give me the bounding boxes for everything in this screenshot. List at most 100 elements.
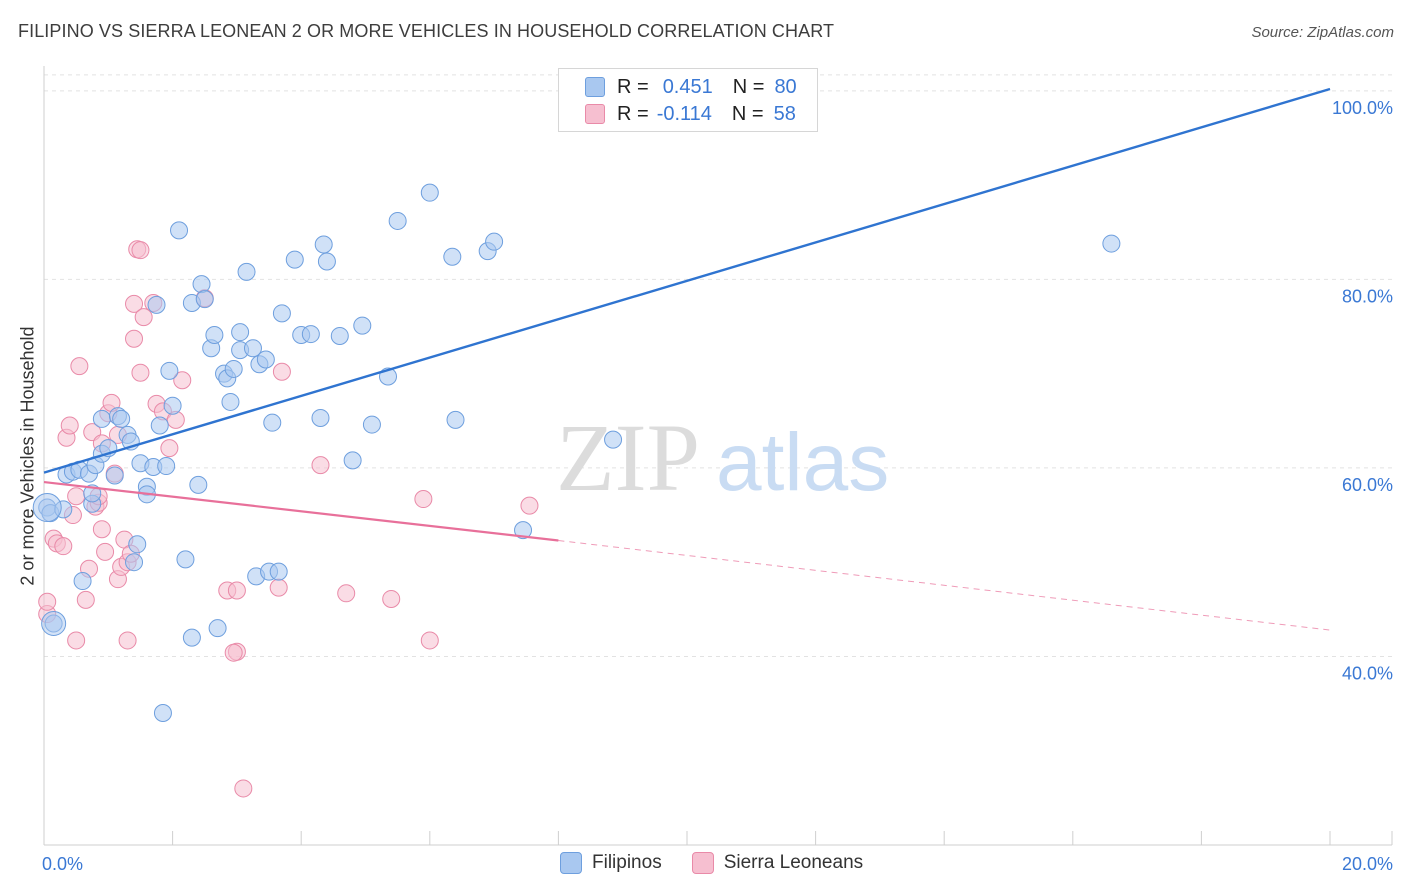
blue-swatch <box>560 852 582 874</box>
sierra-point <box>60 416 79 435</box>
sierra-point <box>272 362 291 381</box>
filipino-point <box>125 553 144 572</box>
legend-item-filipinos[interactable]: Filipinos <box>560 852 662 874</box>
legend-row-filipinos: R = 0.451 N = 80 <box>585 74 797 100</box>
filipino-point <box>317 252 336 271</box>
filipino-point <box>160 361 179 380</box>
sierra-point <box>311 456 330 475</box>
blue-swatch <box>585 77 605 97</box>
source-credit: Source: ZipAtlas.com <box>1251 24 1394 41</box>
filipino-point <box>205 326 224 345</box>
filipino-point <box>150 416 169 435</box>
r-label: R = <box>617 75 649 98</box>
sierra-point <box>92 520 111 539</box>
filipino-points <box>32 183 1121 723</box>
sierra-trend-line <box>43 480 559 542</box>
sierra-point <box>420 631 439 650</box>
sierra-point <box>38 592 57 611</box>
filipino-point <box>314 235 333 254</box>
filipino-cluster-point <box>41 610 67 636</box>
sierra-point <box>234 779 253 798</box>
filipino-point <box>485 232 504 251</box>
filipino-point <box>231 323 250 342</box>
sierra-point <box>160 439 179 458</box>
grid-lines <box>44 74 1392 657</box>
n-label: N = <box>732 75 765 98</box>
filipino-point <box>256 350 275 369</box>
filipino-point <box>153 704 172 723</box>
filipino-point <box>170 221 189 240</box>
watermark-zip: ZIP <box>556 404 700 511</box>
filipino-point <box>73 572 92 591</box>
y-tick-label: 80.0% <box>1342 286 1393 306</box>
chart-title: FILIPINO VS SIERRA LEONEAN 2 OR MORE VEH… <box>18 21 835 41</box>
series-legend: Filipinos Sierra Leoneans <box>560 852 893 874</box>
filipino-point <box>237 262 256 281</box>
filipino-point <box>189 475 208 494</box>
r-value: -0.114 <box>656 102 712 125</box>
sierra-trend-projection <box>558 540 1331 631</box>
filipino-point <box>224 359 243 378</box>
r-value: 0.451 <box>662 75 713 98</box>
n-value: 80 <box>774 75 797 98</box>
filipino-point <box>362 415 381 434</box>
sierra-point <box>382 589 401 608</box>
filipino-point <box>343 451 362 470</box>
filipino-point <box>128 535 147 554</box>
filipino-point <box>92 409 111 428</box>
tick-labels: 40.0% 60.0% 80.0% 100.0% 0.0% 20.0% <box>42 98 1393 874</box>
sierra-point <box>269 578 288 597</box>
sierra-point <box>173 371 192 390</box>
sierra-point <box>520 496 539 515</box>
sierra-point <box>125 329 144 348</box>
sierra-point <box>131 241 150 260</box>
sierra-point <box>131 363 150 382</box>
filipino-point <box>272 304 291 323</box>
sierra-point <box>67 487 86 506</box>
filipino-point <box>105 466 124 485</box>
filipino-point <box>147 295 166 314</box>
y-tick-label: 60.0% <box>1342 475 1393 495</box>
filipino-point <box>443 247 462 266</box>
pink-swatch <box>585 104 605 124</box>
legend-label-sierra: Sierra Leoneans <box>723 852 864 873</box>
filipino-point <box>301 325 320 344</box>
filipino-trend-line <box>43 87 1331 474</box>
filipino-point <box>330 326 349 345</box>
sierra-point <box>96 542 115 561</box>
filipino-point <box>157 457 176 476</box>
filipino-point <box>604 430 623 449</box>
filipino-point <box>195 290 214 309</box>
axes <box>43 66 1393 846</box>
x-tick-label: 20.0% <box>1342 854 1393 874</box>
filipino-point <box>192 275 211 294</box>
pink-swatch <box>691 852 714 874</box>
filipino-point <box>285 250 304 269</box>
sierra-point <box>227 581 246 600</box>
filipino-point <box>269 562 288 581</box>
legend-label-filipinos: Filipinos <box>592 852 662 873</box>
watermark-atlas: atlas <box>716 417 889 508</box>
sierra-point <box>118 631 137 650</box>
r-label: R = <box>617 102 649 125</box>
legend-item-sierra[interactable]: Sierra Leoneans <box>691 852 864 874</box>
sierra-point <box>414 490 433 509</box>
filipino-point <box>446 410 465 429</box>
filipino-point <box>176 550 195 569</box>
filipino-point <box>243 339 262 358</box>
filipino-point <box>353 316 372 335</box>
filipino-point <box>221 392 240 411</box>
filipino-point <box>311 408 330 427</box>
filipino-point <box>420 183 439 202</box>
sierra-point <box>67 631 86 650</box>
filipino-point <box>388 211 407 230</box>
sierra-point <box>76 590 95 609</box>
y-tick-label: 40.0% <box>1342 663 1393 683</box>
filipino-point <box>514 521 533 540</box>
filipino-cluster-point <box>32 493 62 523</box>
sierra-point <box>125 294 144 313</box>
n-label: N = <box>731 102 764 125</box>
filipino-point <box>263 413 282 432</box>
sierra-point <box>54 537 73 556</box>
